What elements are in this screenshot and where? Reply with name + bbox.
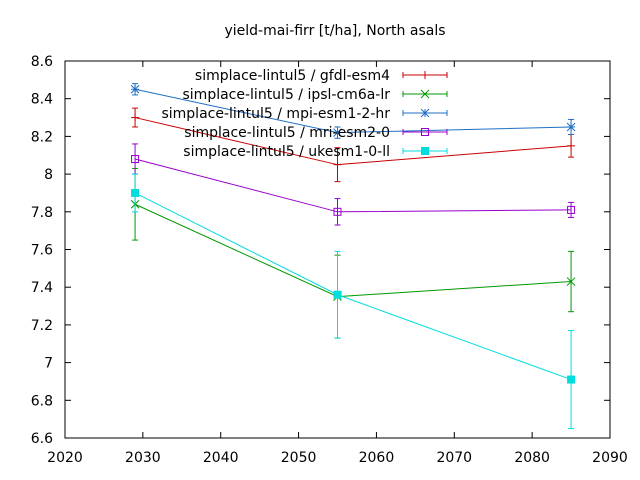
series-4 xyxy=(131,143,576,226)
y-tick-label: 6.8 xyxy=(31,393,53,409)
legend: simplace-lintul5 / gfdl-esm4 simplace-lin… xyxy=(161,68,448,160)
y-tick-label: 6.6 xyxy=(31,431,53,447)
data-point xyxy=(333,128,342,137)
y-tick-label: 7.8 xyxy=(31,205,53,221)
x-tick-label: 2050 xyxy=(281,450,317,466)
series-1 xyxy=(131,107,576,183)
legend-label: simplace-lintul5 / ukesm1-0-ll xyxy=(183,144,390,160)
legend-label: simplace-lintul5 / gfdl-esm4 xyxy=(195,68,390,84)
data-point xyxy=(567,375,576,384)
y-tick-label: 7.6 xyxy=(31,243,53,259)
data-point xyxy=(566,277,576,286)
legend-marker xyxy=(421,147,429,155)
y-tick-label: 8.6 xyxy=(31,54,53,70)
y-tick-label: 8 xyxy=(44,167,53,183)
y-tick-label: 7.4 xyxy=(31,280,53,296)
legend-marker xyxy=(420,89,430,99)
x-tick-label: 2030 xyxy=(125,450,161,466)
chart-title: yield-mai-firr [t/ha], North asals xyxy=(224,23,445,39)
series-2 xyxy=(130,167,576,339)
legend-marker xyxy=(421,128,429,136)
data-point xyxy=(131,188,140,197)
x-tick-label: 2040 xyxy=(203,450,239,466)
axis-ticks: 2020 2030 2040 2050 2060 2070 2080 2090 6.6 6.8 7 7… xyxy=(31,54,628,466)
y-tick-label: 7.2 xyxy=(31,318,53,334)
data-point xyxy=(333,207,342,216)
y-tick-label: 8.4 xyxy=(31,92,53,108)
data-point xyxy=(566,122,576,132)
legend-label: simplace-lintul5 / ipsl-cm6a-lr xyxy=(183,87,391,103)
x-tick-label: 2070 xyxy=(436,450,472,466)
x-tick-label: 2090 xyxy=(592,450,628,466)
data-point xyxy=(333,290,342,299)
y-tick-label: 7 xyxy=(44,356,53,372)
legend-marker xyxy=(420,108,430,118)
data-point xyxy=(131,155,140,164)
data-point xyxy=(130,84,140,94)
series-5 xyxy=(131,173,576,430)
legend-label: simplace-lintul5 / mri-esm2-0 xyxy=(184,125,390,141)
series-line xyxy=(134,158,572,213)
x-tick-label: 2020 xyxy=(47,450,83,466)
series-3 xyxy=(130,83,576,139)
data-point xyxy=(567,205,576,214)
x-tick-label: 2060 xyxy=(359,450,395,466)
series-layer xyxy=(130,83,576,430)
series-line xyxy=(134,203,572,298)
x-tick-label: 2080 xyxy=(514,450,550,466)
legend-label: simplace-lintul5 / mpi-esm1-2-hr xyxy=(161,106,390,122)
y-tick-label: 8.2 xyxy=(31,129,53,145)
